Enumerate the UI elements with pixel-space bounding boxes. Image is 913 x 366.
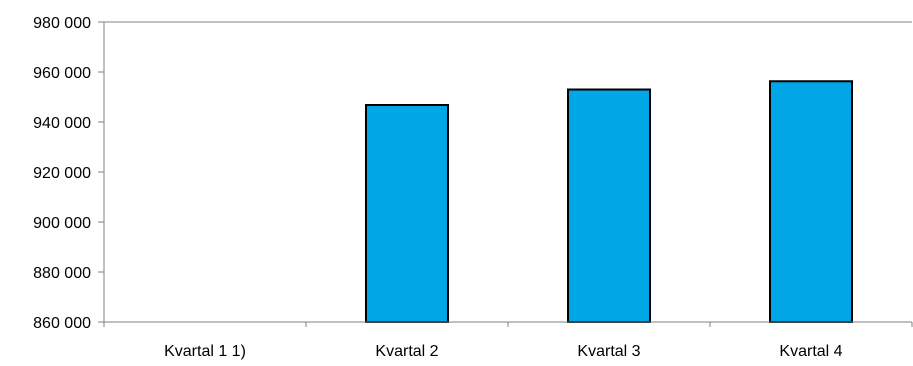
x-category-label: Kvartal 3: [577, 343, 640, 360]
y-tick-label: 880 000: [33, 265, 91, 282]
y-axis-ticks: [98, 21, 104, 323]
x-category-label: Kvartal 1 1): [164, 343, 246, 360]
x-axis-labels: Kvartal 1 1) Kvartal 2 Kvartal 3 Kvartal 4: [164, 343, 843, 360]
x-category-label: Kvartal 2: [375, 343, 438, 360]
y-tick-label: 980 000: [33, 15, 91, 32]
bar: [567, 88, 651, 323]
bar: [365, 104, 449, 323]
x-axis-ticks: [103, 322, 913, 327]
bar: [769, 80, 853, 323]
y-tick-label: 940 000: [33, 115, 91, 132]
y-tick-label: 860 000: [33, 315, 91, 332]
y-tick-label: 960 000: [33, 65, 91, 82]
bars-group: [365, 80, 853, 323]
y-tick-label: 900 000: [33, 215, 91, 232]
x-category-label: Kvartal 4: [779, 343, 842, 360]
y-axis-labels: 860 000 880 000 900 000 920 000 940 000 960 0…: [33, 15, 91, 332]
y-tick-label: 920 000: [33, 165, 91, 182]
